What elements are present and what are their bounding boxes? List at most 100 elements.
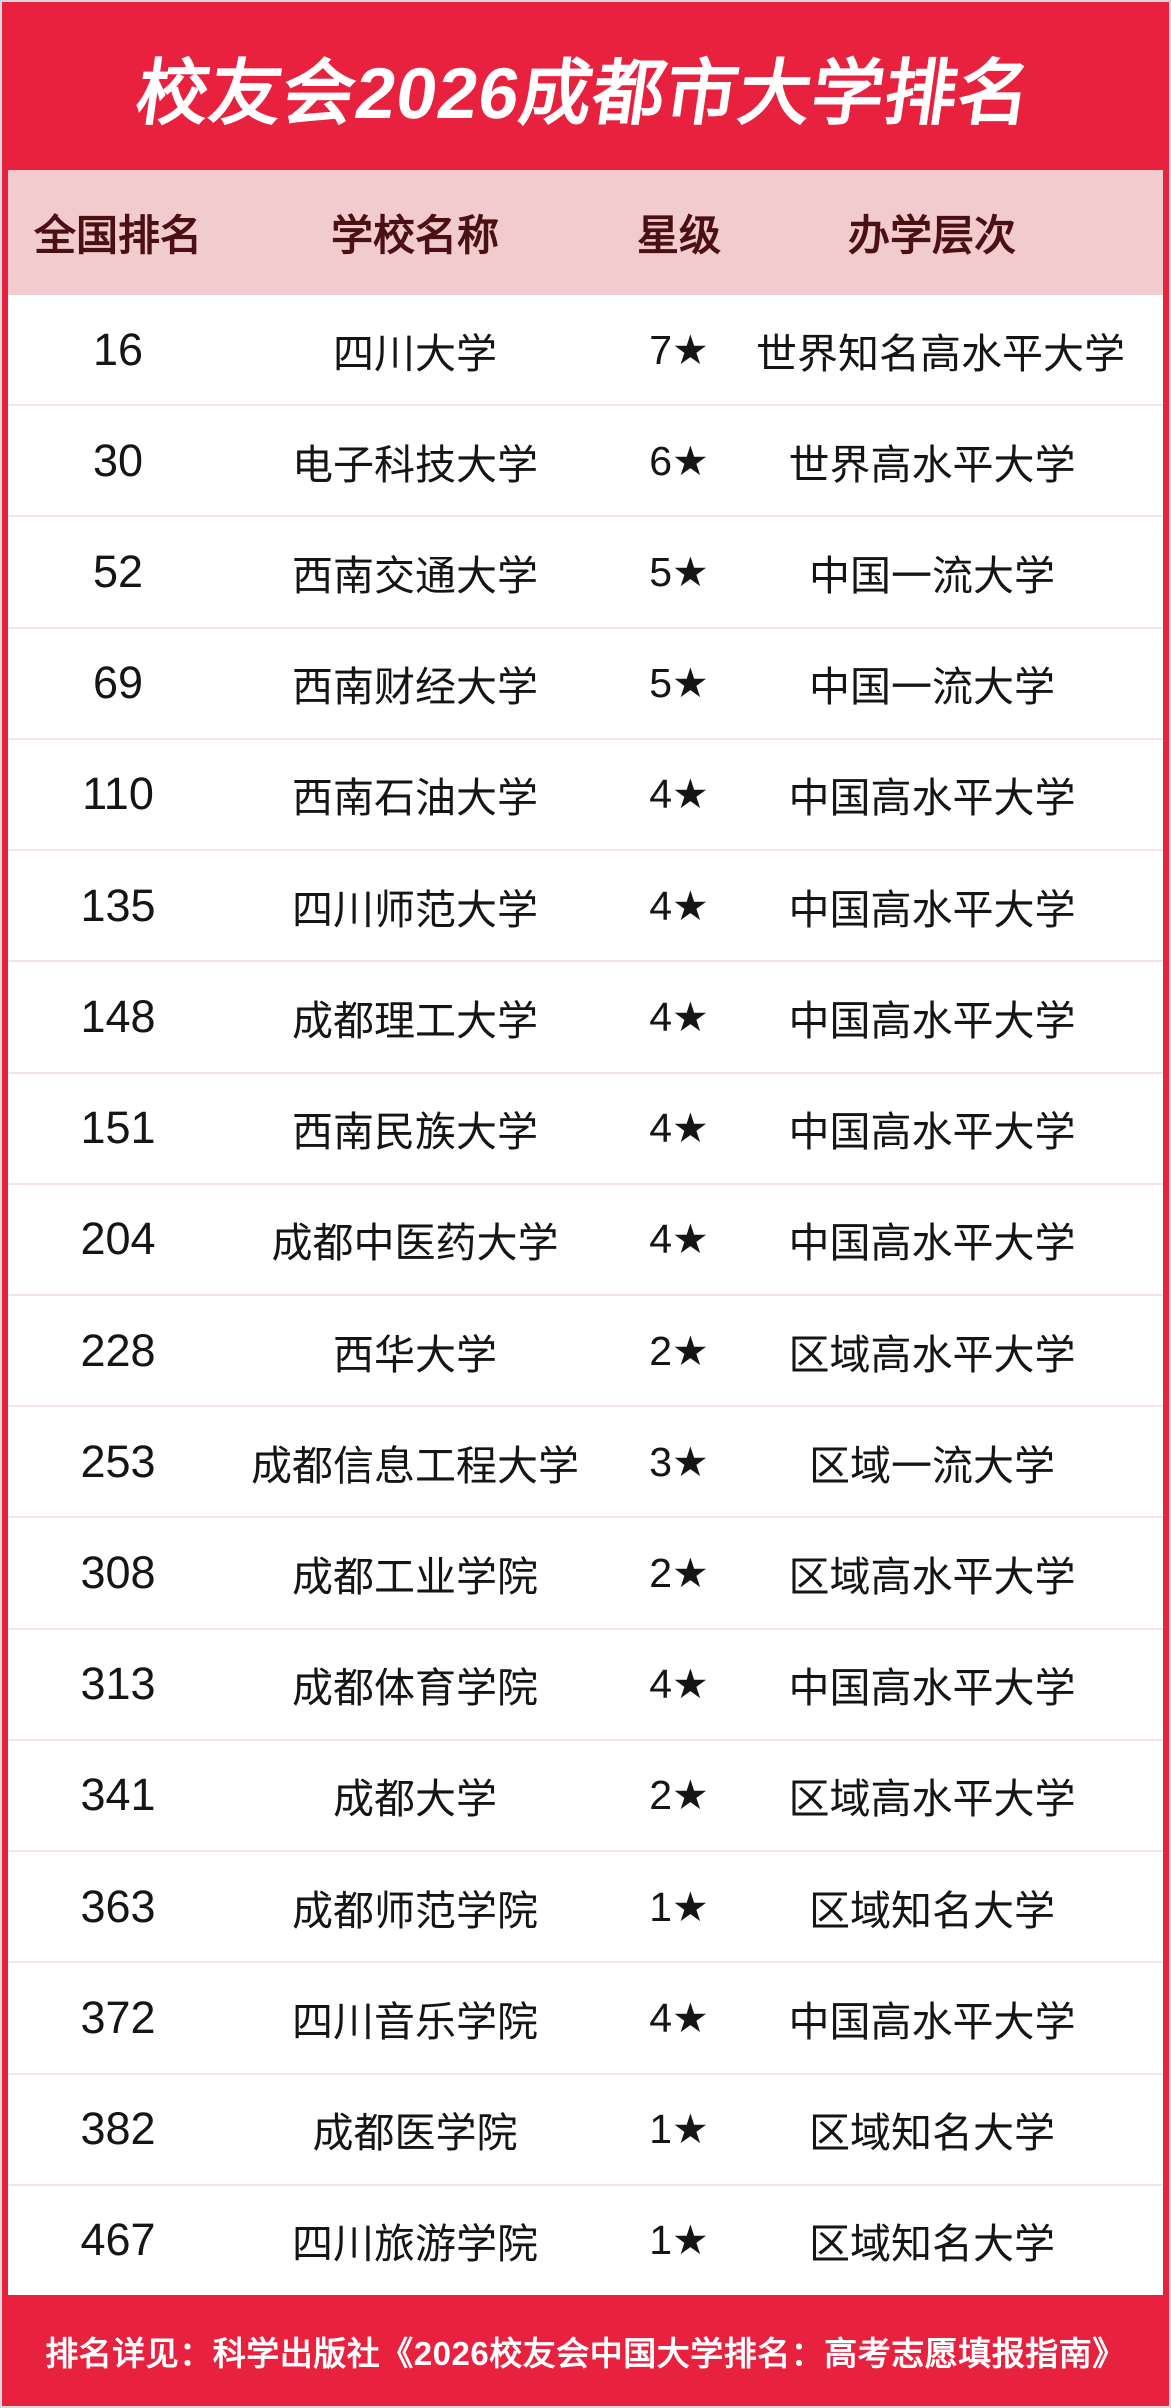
cell-education-level: 区域高水平大学 [788,1331,1076,1378]
cell-national-rank: 308 [80,1547,156,1599]
cell-education-level: 中国高水平大学 [788,1220,1076,1267]
cell-national-rank: 151 [80,1102,156,1154]
table-row: 341 成都大学 2★ 区域高水平大学 [8,1738,1163,1851]
column-header-school-name: 学校名称 [330,212,499,259]
table-header-row: 全国排名 学校名称 星级 办学层次 [8,170,1163,295]
cell-national-rank: 30 [92,434,144,486]
cell-national-rank: 135 [80,879,156,931]
table-row: 135 四川师范大学 4★ 中国高水平大学 [8,849,1163,961]
cell-school-name: 西南民族大学 [292,1109,538,1156]
cell-school-name: 四川师范大学 [292,886,538,933]
cell-star-rating: 1★ [649,2217,709,2264]
cell-school-name: 四川大学 [333,330,497,377]
table-row: 308 成都工业学院 2★ 区域高水平大学 [8,1516,1163,1628]
cell-education-level: 区域高水平大学 [788,1554,1076,1601]
cell-star-rating: 7★ [649,326,709,373]
cell-national-rank: 341 [80,1769,156,1821]
cell-national-rank: 253 [80,1435,156,1487]
footer-note: 排名详见：科学出版社《2026校友会中国大学排名：高考志愿填报指南》 [45,2334,1126,2372]
table-row: 253 成都信息工程大学 3★ 区域一流大学 [8,1405,1163,1517]
footer-band: 排名详见：科学出版社《2026校友会中国大学排名：高考志愿填报指南》 [2,2295,1169,2406]
column-header-national-rank: 全国排名 [33,212,202,259]
cell-star-rating: 4★ [649,1105,709,1152]
cell-education-level: 中国高水平大学 [788,1109,1076,1156]
table-row: 363 成都师范学院 1★ 区域知名大学 [8,1850,1163,1962]
cell-star-rating: 4★ [649,1994,709,2041]
cell-education-level: 中国高水平大学 [788,1998,1076,2045]
cell-star-rating: 1★ [649,2106,709,2153]
cell-school-name: 成都中医药大学 [271,1220,559,1267]
cell-national-rank: 382 [80,2103,156,2155]
cell-national-rank: 363 [80,1880,156,1932]
cell-star-rating: 2★ [649,1327,709,1374]
cell-education-level: 中国一流大学 [809,553,1055,600]
cell-star-rating: 6★ [649,437,709,484]
table-row: 30 电子科技大学 6★ 世界高水平大学 [8,404,1163,516]
cell-star-rating: 4★ [649,1661,709,1708]
cell-education-level: 中国一流大学 [809,664,1055,711]
cell-national-rank: 313 [80,1658,156,1710]
cell-school-name: 成都医学院 [312,2110,518,2157]
table-row: 16 四川大学 7★ 世界知名高水平大学 [8,295,1163,405]
table-row: 382 成都医学院 1★ 区域知名大学 [8,2072,1163,2184]
cell-education-level: 世界高水平大学 [788,441,1076,488]
cell-school-name: 成都工业学院 [292,1554,538,1601]
cell-national-rank: 148 [80,990,156,1042]
ranking-table: 全国排名 学校名称 星级 办学层次 16 四川大学 7★ 世界知名高水平大学 3… [8,170,1163,2295]
cell-school-name: 西南交通大学 [292,553,538,600]
cell-school-name: 成都大学 [333,1776,497,1823]
cell-school-name: 西华大学 [333,1331,497,1378]
table-row: 148 成都理工大学 4★ 中国高水平大学 [8,960,1163,1072]
table-row: 52 西南交通大学 5★ 中国一流大学 [8,515,1163,627]
cell-education-level: 区域高水平大学 [788,1776,1076,1823]
cell-school-name: 电子科技大学 [292,441,538,488]
column-header-education-level: 办学层次 [847,212,1016,259]
cell-school-name: 成都师范学院 [292,1887,538,1934]
table-row: 151 西南民族大学 4★ 中国高水平大学 [8,1071,1163,1183]
table-row: 110 西南石油大学 4★ 中国高水平大学 [8,737,1163,850]
cell-star-rating: 4★ [649,1216,709,1263]
cell-star-rating: 2★ [649,1550,709,1597]
cell-national-rank: 204 [80,1213,156,1265]
cell-school-name: 四川旅游学院 [292,2221,538,2268]
table-body: 16 四川大学 7★ 世界知名高水平大学 30 电子科技大学 6★ 世界高水平大… [8,295,1163,2295]
table-row: 228 西华大学 2★ 区域高水平大学 [8,1293,1163,1406]
cell-national-rank: 16 [92,323,144,375]
cell-national-rank: 52 [92,546,144,598]
cell-school-name: 成都体育学院 [292,1665,538,1712]
cell-star-rating: 5★ [649,660,709,707]
cell-education-level: 中国高水平大学 [788,997,1076,1044]
cell-star-rating: 3★ [649,1438,709,1485]
cell-national-rank: 467 [80,2214,156,2266]
cell-education-level: 区域知名大学 [809,1887,1055,1934]
cell-star-rating: 4★ [649,771,709,818]
cell-education-level: 区域一流大学 [809,1442,1055,1489]
cell-school-name: 西南石油大学 [292,775,538,822]
table-row: 69 西南财经大学 5★ 中国一流大学 [8,626,1163,738]
cell-education-level: 中国高水平大学 [788,775,1076,822]
cell-education-level: 世界知名高水平大学 [756,330,1125,377]
table-row: 313 成都体育学院 4★ 中国高水平大学 [8,1627,1163,1739]
cell-national-rank: 110 [82,768,154,820]
cell-education-level: 区域知名大学 [809,2221,1055,2268]
cell-school-name: 西南财经大学 [292,664,538,711]
cell-star-rating: 4★ [649,882,709,929]
cell-star-rating: 4★ [649,993,709,1040]
cell-school-name: 成都信息工程大学 [251,1442,579,1489]
cell-education-level: 中国高水平大学 [788,886,1076,933]
cell-star-rating: 5★ [649,549,709,596]
cell-school-name: 四川音乐学院 [292,1998,538,2045]
page-title: 校友会2026成都市大学排名 [131,53,1038,134]
cell-education-level: 中国高水平大学 [788,1665,1076,1712]
cell-national-rank: 228 [80,1324,156,1376]
table-row: 467 四川旅游学院 1★ 区域知名大学 [8,2183,1163,2295]
cell-star-rating: 2★ [649,1772,709,1819]
cell-star-rating: 1★ [649,1883,709,1930]
table-row: 204 成都中医药大学 4★ 中国高水平大学 [8,1182,1163,1294]
title-band: 校友会2026成都市大学排名 [2,2,1169,170]
table-row: 372 四川音乐学院 4★ 中国高水平大学 [8,1961,1163,2073]
cell-national-rank: 372 [80,1991,156,2043]
column-header-star-level: 星级 [636,212,721,259]
cell-school-name: 成都理工大学 [292,997,538,1044]
